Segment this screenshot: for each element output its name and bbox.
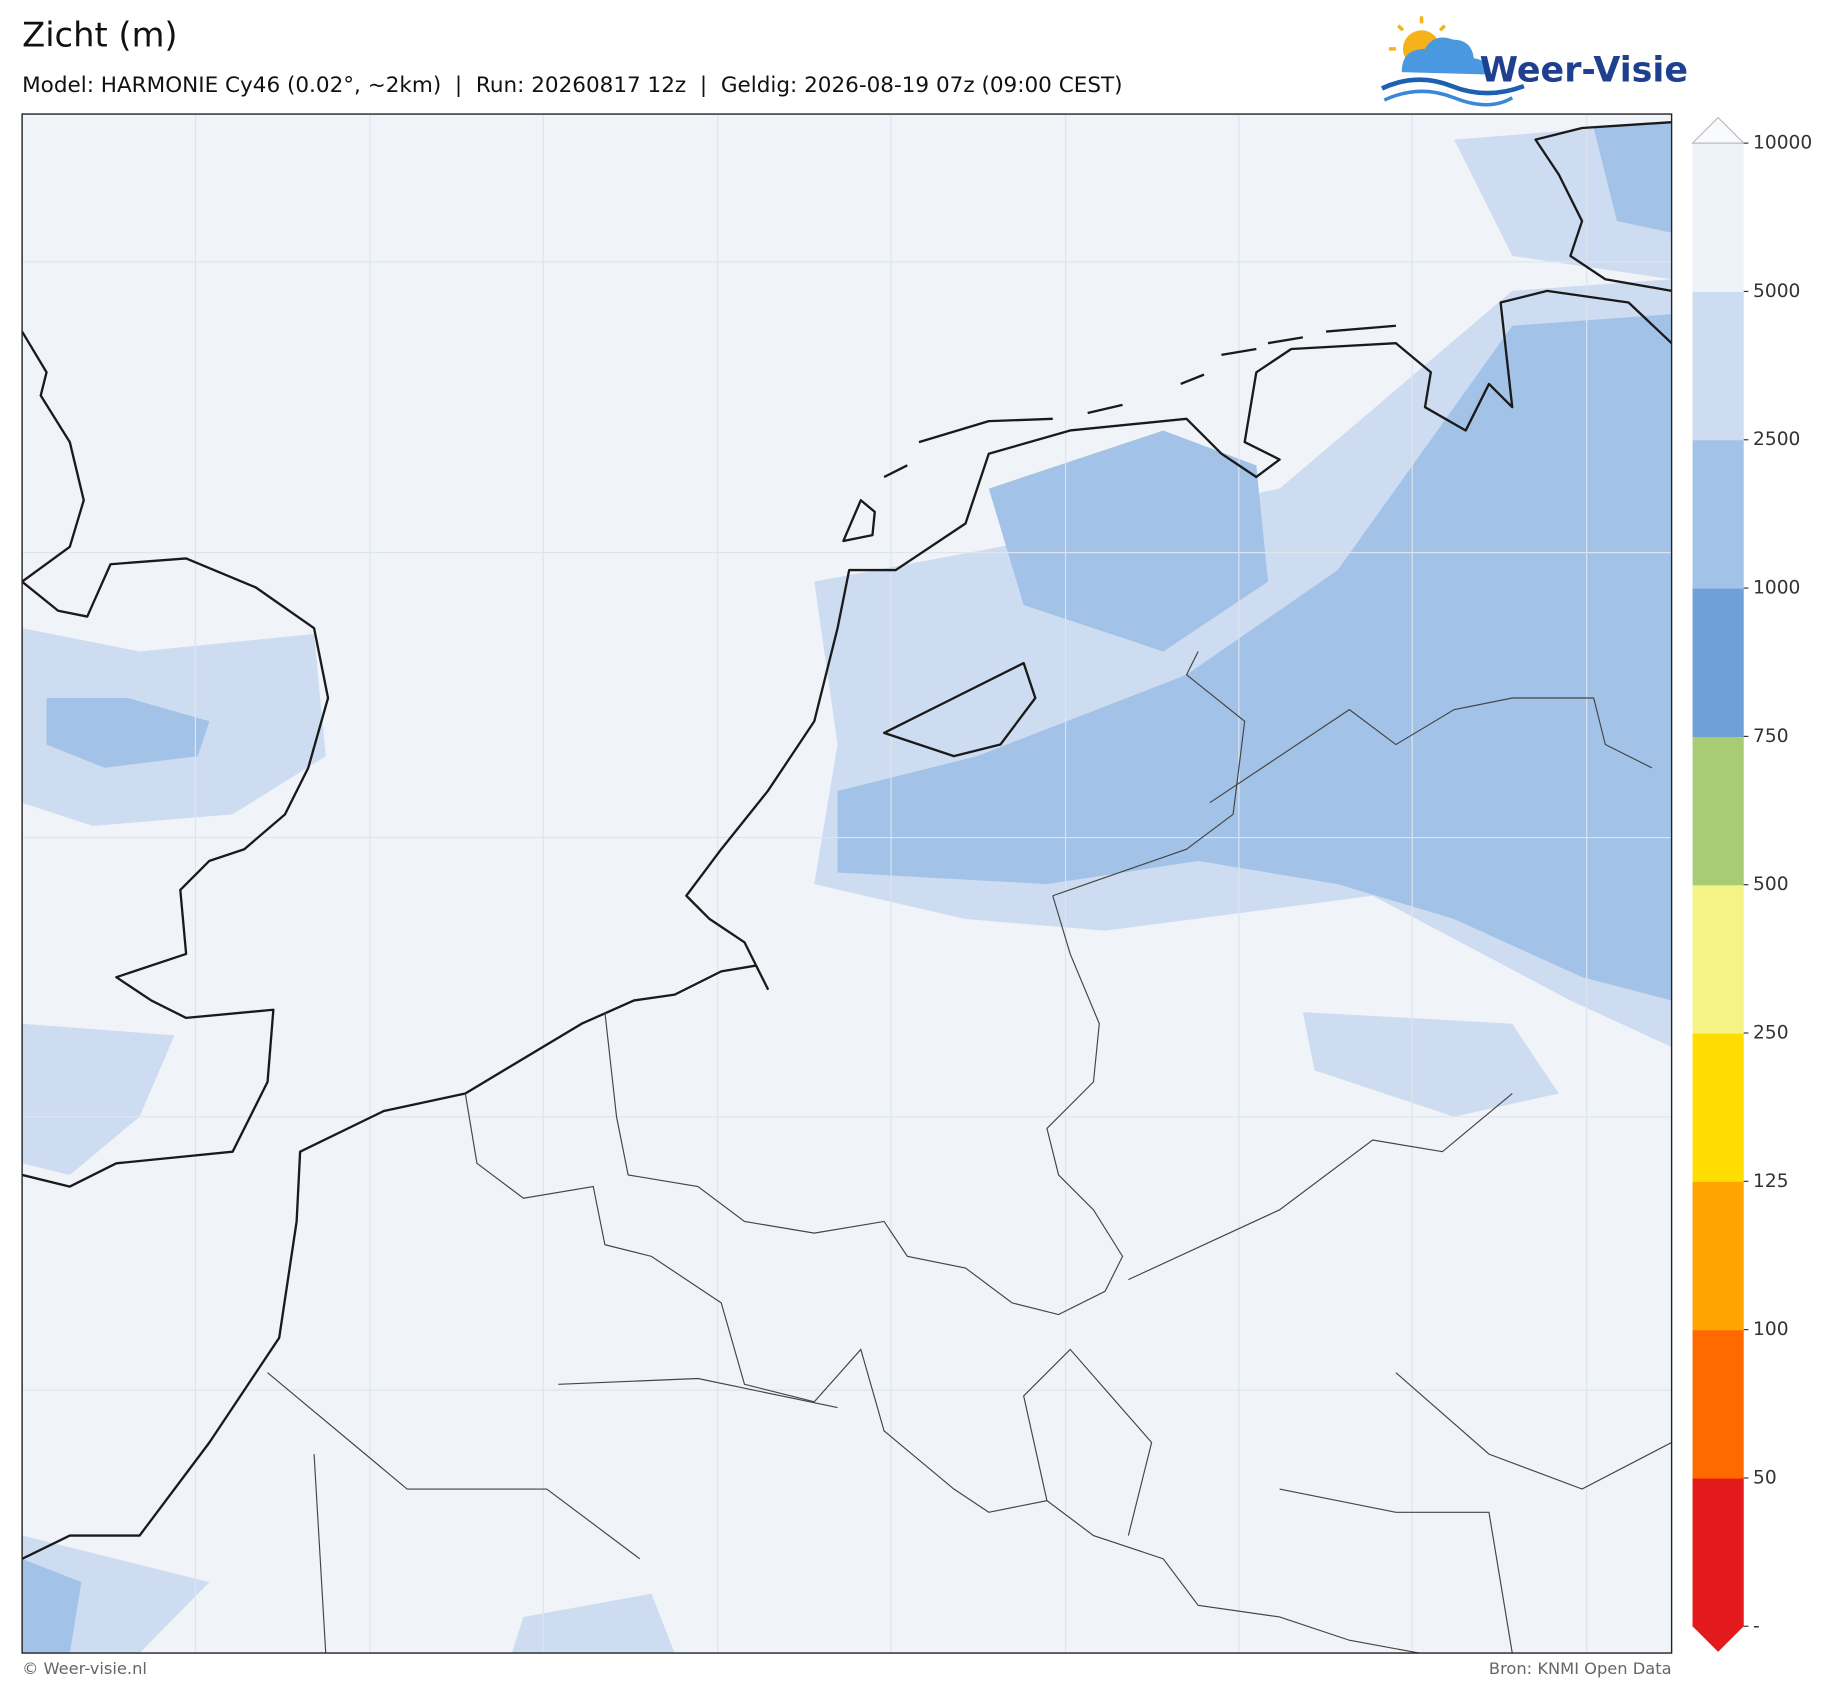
colorbar-band [1692, 1329, 1744, 1479]
colorbar-tick-label: 250 [1753, 1023, 1789, 1044]
colorbar-tick-label: 2500 [1753, 429, 1800, 450]
colorbar-tick-label: 500 [1753, 874, 1789, 895]
colorbar-band [1692, 439, 1744, 589]
logo-text: Weer-Visie [1480, 50, 1688, 90]
colorbar-tick-label: 125 [1753, 1171, 1789, 1192]
colorbar-band [1692, 1477, 1744, 1627]
colorbar-extend-bottom [1692, 1626, 1744, 1652]
colorbar-tick-label: 10000 [1753, 133, 1812, 154]
subtitle: Model: HARMONIE Cy46 (0.02°, ~2km) | Run… [22, 73, 1122, 98]
colorbar-extend-top [1691, 116, 1746, 144]
colorbar-band [1692, 143, 1744, 293]
colorbar: - 50 100 125 250 500 750 1000 2500 5000 10000 [1691, 116, 1812, 1652]
footer-left: © Weer-visie.nl [22, 1659, 147, 1678]
colorbar-tick-label: 750 [1753, 726, 1789, 747]
colorbar-tick-label: 5000 [1753, 281, 1800, 302]
colorbar-tick-label: 100 [1753, 1319, 1789, 1340]
colorbar-band [1692, 1181, 1744, 1331]
colorbar-band [1692, 884, 1744, 1034]
colorbar-tick-label: 1000 [1753, 578, 1800, 599]
colorbar-tick-label: - [1753, 1616, 1760, 1637]
footer-right: Bron: KNMI Open Data [1489, 1659, 1672, 1678]
colorbar-band [1692, 1033, 1744, 1182]
map [21, 113, 1673, 1654]
title: Zicht (m) [22, 16, 177, 55]
colorbar-tick-label: 50 [1753, 1467, 1777, 1488]
logo: Weer-Visie [1380, 16, 1688, 107]
colorbar-band [1692, 736, 1744, 886]
colorbar-band [1692, 291, 1744, 441]
colorbar-band [1692, 588, 1744, 737]
